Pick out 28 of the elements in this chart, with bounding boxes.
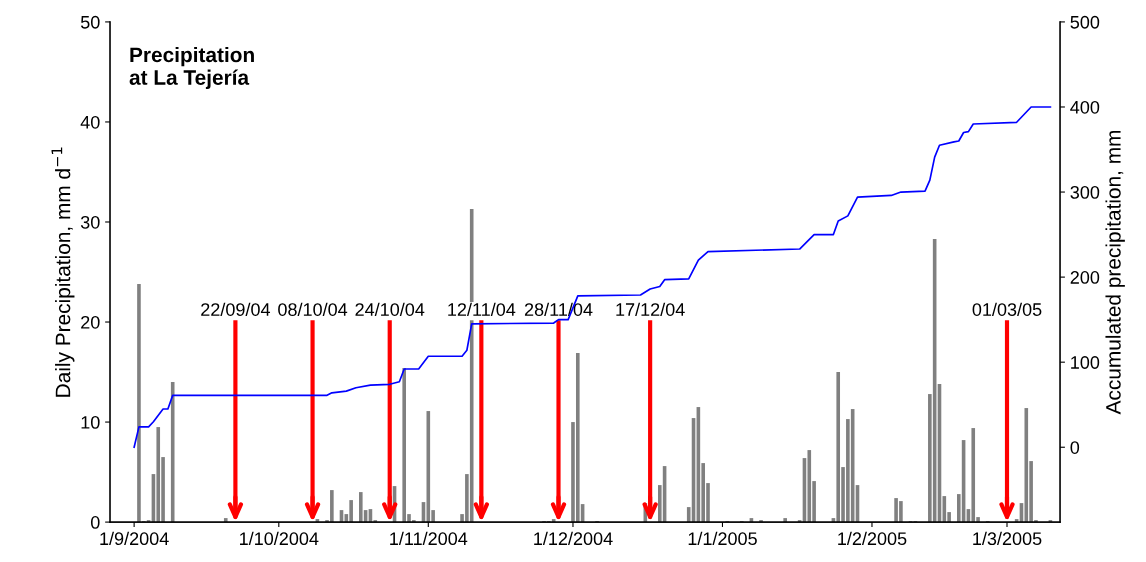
y-tick-label: 40: [80, 115, 100, 129]
ref-line-label: 08/10/04: [278, 302, 348, 316]
x-tick-label: 1/3/2005: [973, 531, 1042, 546]
x-tick-label: 1/11/2004: [390, 531, 468, 546]
y2-tick-label: 0: [1070, 441, 1080, 454]
ref-line-label: 17/12/04: [616, 302, 685, 316]
y-tick-label: 50: [80, 15, 100, 29]
y-tick-label: 20: [81, 315, 100, 329]
y-tick-label: 30: [80, 215, 100, 229]
x-tick-label: 1/9/2004: [100, 531, 169, 546]
x-tick-label: 1/1/2005: [688, 531, 757, 546]
y2-tick-label: 300: [1070, 185, 1100, 199]
x-tick-label: 1/10/2004: [240, 531, 319, 546]
y-axis-title: Daily Precipitation, mm d$^{−1}$: [51, 147, 75, 397]
ref-line-label: 22/09/04: [201, 302, 271, 316]
y2-tick-label: 500: [1070, 15, 1100, 29]
x-tick-label: 1/2/2005: [838, 531, 907, 546]
y-tick-label: 10: [81, 416, 100, 429]
x-tick-label: 1/12/2004: [534, 531, 613, 546]
y-tick-label: 0: [90, 516, 100, 529]
text: Precipitation at La Tejería: [129, 46, 254, 90]
y2-tick-label: 200: [1070, 271, 1100, 284]
y2-axis-title: Accumulated precipitation, mm: [1105, 130, 1125, 415]
ref-line-label: 12/11/04: [448, 302, 516, 316]
ref-line-label: 01/03/05: [972, 302, 1042, 316]
y2-tick-label: 100: [1071, 356, 1100, 369]
ref-line-label: 24/10/04: [355, 302, 425, 316]
y2-tick-label: 400: [1070, 100, 1100, 114]
